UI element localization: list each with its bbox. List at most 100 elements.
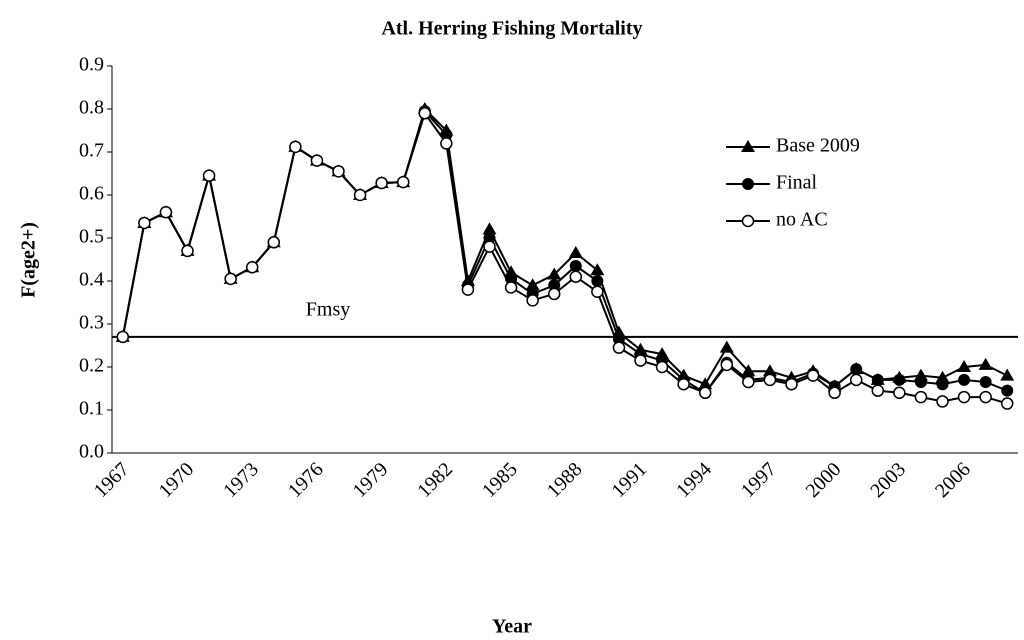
- x-tick-label: 1979: [349, 458, 393, 502]
- data-point: [440, 128, 453, 141]
- data-point: [785, 377, 798, 391]
- series-line: [121, 109, 1008, 395]
- y-tick-label: 0.8: [79, 97, 104, 119]
- x-axis-label: Year: [492, 616, 532, 638]
- data-point: [181, 244, 194, 258]
- y-axis-label: F(age2+): [18, 222, 40, 298]
- x-tick-label: 1991: [607, 458, 651, 502]
- data-point: [332, 165, 345, 178]
- data-point: [806, 369, 820, 382]
- data-point: [504, 281, 518, 294]
- data-point: [525, 278, 540, 291]
- x-tick-label: 1976: [284, 458, 328, 502]
- x-tick-label: 1988: [543, 458, 587, 502]
- data-point: [505, 272, 518, 285]
- data-point: [159, 205, 173, 219]
- x-tick-label: 1997: [737, 458, 781, 502]
- data-point: [871, 373, 884, 386]
- data-point: [893, 386, 906, 400]
- x-tick-label: 1994: [672, 458, 716, 502]
- series-line: [121, 107, 1008, 388]
- x-tick-label: 1982: [413, 458, 457, 502]
- x-tick-label: 1973: [219, 458, 263, 502]
- data-point: [245, 260, 259, 274]
- data-point: [914, 390, 928, 404]
- data-point: [440, 137, 453, 150]
- data-point: [914, 376, 927, 389]
- data-point: [978, 357, 993, 370]
- data-point: [289, 140, 302, 154]
- data-point: [547, 267, 562, 280]
- x-tick-label: 1985: [478, 458, 522, 502]
- y-tick-label: 0.2: [79, 355, 104, 377]
- data-point: [979, 390, 992, 404]
- data-point: [958, 373, 971, 386]
- data-point: [979, 376, 992, 389]
- legend-label: no AC: [776, 209, 828, 231]
- data-point: [677, 377, 690, 391]
- legend-label: Final: [776, 172, 818, 194]
- x-tick-label: 2000: [802, 458, 846, 502]
- data-point: [828, 386, 841, 400]
- data-point: [591, 285, 604, 298]
- data-point: [310, 154, 324, 167]
- data-point: [698, 377, 713, 390]
- y-tick-label: 0.7: [79, 140, 104, 162]
- data-point: [568, 246, 583, 259]
- data-point: [957, 360, 972, 372]
- data-point: [1000, 397, 1014, 410]
- data-point: [850, 363, 863, 376]
- y-tick-label: 0.0: [79, 441, 104, 463]
- data-point: [547, 287, 561, 301]
- x-tick-label: 2006: [931, 458, 975, 502]
- data-point: [267, 236, 281, 249]
- data-point: [936, 395, 949, 408]
- chart-title: Atl. Herring Fishing Mortality: [381, 18, 642, 40]
- legend-marker: [742, 178, 754, 190]
- data-point: [936, 378, 949, 391]
- data-point: [655, 360, 669, 374]
- data-point: [116, 330, 130, 344]
- data-point: [418, 107, 432, 120]
- data-point: [720, 358, 734, 372]
- data-point: [634, 354, 647, 367]
- series-line: [121, 111, 1008, 405]
- data-point: [138, 216, 151, 230]
- x-tick-label: 1967: [90, 458, 134, 502]
- data-point: [698, 386, 712, 400]
- data-point: [849, 373, 863, 387]
- data-point: [612, 341, 626, 354]
- y-tick-label: 0.5: [79, 226, 104, 248]
- data-point: [548, 279, 561, 292]
- x-tick-label: 2003: [866, 458, 910, 502]
- data-point: [482, 222, 497, 235]
- data-point: [742, 375, 755, 389]
- data-point: [719, 340, 734, 353]
- data-point: [461, 283, 475, 296]
- legend-marker: [741, 214, 755, 228]
- y-tick-label: 0.9: [79, 54, 104, 76]
- data-point: [526, 294, 539, 307]
- data-point: [202, 169, 216, 182]
- data-point: [1001, 384, 1014, 397]
- x-tick-label: 1970: [154, 458, 198, 502]
- data-point: [483, 240, 496, 253]
- data-point: [871, 384, 885, 397]
- data-point: [763, 373, 777, 387]
- data-point: [1000, 368, 1015, 381]
- data-point: [591, 275, 604, 287]
- data-point: [483, 232, 496, 244]
- data-point: [590, 263, 605, 276]
- data-point: [612, 333, 625, 346]
- data-point: [375, 176, 388, 190]
- legend-marker: [741, 140, 755, 152]
- y-tick-label: 0.6: [79, 183, 104, 205]
- data-point: [224, 272, 237, 286]
- data-point: [893, 373, 906, 386]
- legend-label: Base 2009: [776, 135, 860, 157]
- y-tick-label: 0.1: [79, 398, 104, 420]
- data-point: [569, 259, 582, 272]
- y-tick-label: 0.4: [79, 269, 104, 291]
- data-point: [396, 175, 410, 189]
